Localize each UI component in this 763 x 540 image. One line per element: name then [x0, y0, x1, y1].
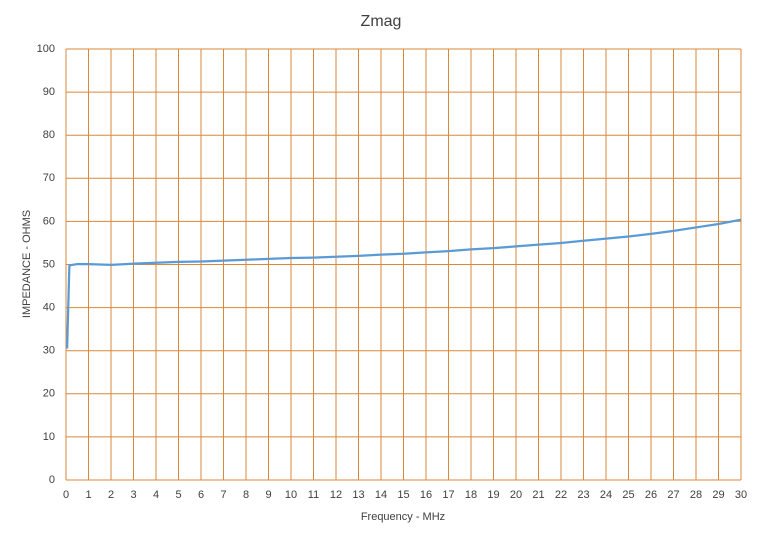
x-tick-label: 11	[308, 489, 319, 501]
y-axis-label: IMPEDANCE - OHMS	[21, 210, 33, 318]
y-tick-label: 40	[43, 302, 55, 314]
x-tick-label: 30	[735, 489, 747, 501]
x-tick-label: 17	[442, 489, 454, 501]
x-tick-label: 14	[375, 489, 387, 501]
y-tick-label: 10	[43, 431, 55, 443]
x-tick-label: 29	[712, 489, 724, 501]
x-tick-label: 20	[510, 489, 522, 501]
x-tick-label: 25	[622, 489, 634, 501]
x-tick-label: 13	[352, 489, 364, 501]
y-tick-label: 100	[37, 43, 55, 55]
x-tick-label: 10	[285, 489, 297, 501]
data-line	[66, 218, 742, 349]
y-tick-label: 80	[43, 129, 55, 141]
x-tick-label: 21	[532, 489, 544, 501]
y-tick-label: 70	[43, 172, 55, 184]
x-tick-label: 8	[243, 489, 249, 501]
x-tick-label: 7	[220, 489, 226, 501]
y-tick-label: 60	[43, 215, 55, 227]
x-tick-label: 15	[397, 489, 409, 501]
x-axis-label: Frequency - MHz	[361, 511, 445, 523]
x-tick-label: 16	[420, 489, 432, 501]
x-tick-label: 2	[108, 489, 114, 501]
x-tick-label: 22	[555, 489, 567, 501]
chart-title: Zmag	[361, 13, 402, 30]
x-tick-label: 28	[690, 489, 702, 501]
x-tick-label: 19	[487, 489, 499, 501]
x-tick-label: 3	[130, 489, 136, 501]
x-tick-label: 5	[175, 489, 181, 501]
x-tick-label: 24	[600, 489, 612, 501]
x-tick-label: 18	[465, 489, 477, 501]
x-tick-label: 4	[153, 489, 159, 501]
x-tick-label: 26	[645, 489, 657, 501]
x-tick-label: 1	[85, 489, 91, 501]
y-tick-label: 20	[43, 388, 55, 400]
y-tick-label: 50	[43, 258, 55, 270]
y-tick-label: 30	[43, 345, 55, 357]
x-tick-label: 6	[198, 489, 204, 501]
x-tick-label: 0	[63, 489, 69, 501]
x-tick-label: 9	[265, 489, 271, 501]
y-tick-label: 90	[43, 86, 55, 98]
x-tick-label: 12	[330, 489, 342, 501]
y-tick-label: 0	[49, 474, 55, 486]
x-tick-label: 23	[577, 489, 589, 501]
x-tick-label: 27	[667, 489, 679, 501]
